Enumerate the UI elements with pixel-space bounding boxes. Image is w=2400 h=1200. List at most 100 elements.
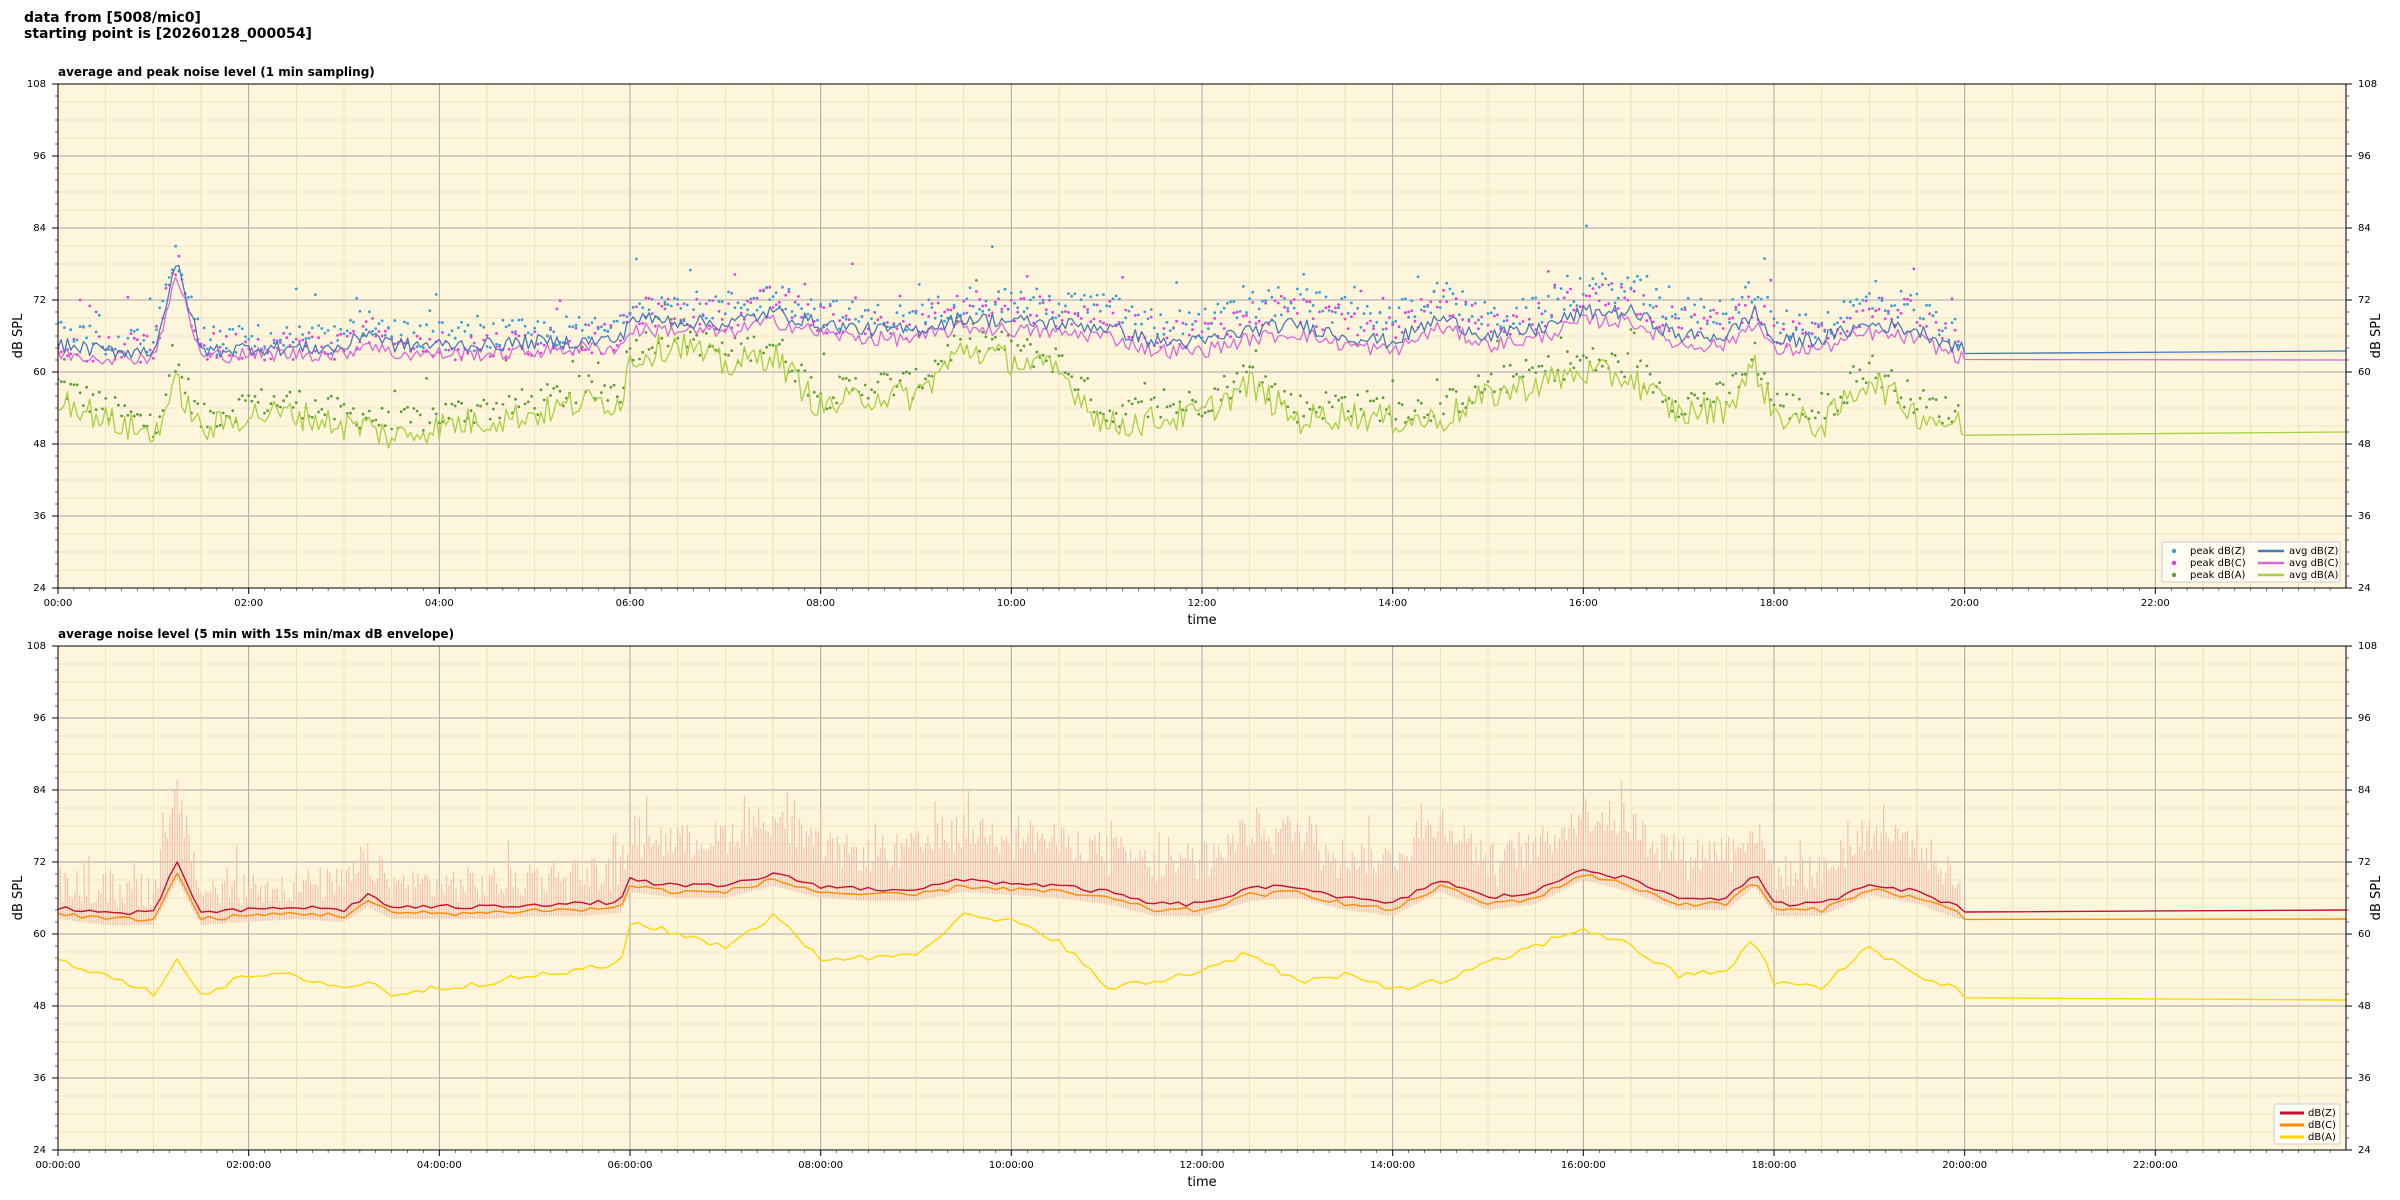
peak-point [320, 327, 324, 330]
peak-point [762, 351, 765, 355]
peak-point [1848, 300, 1852, 304]
peak-point [1915, 408, 1919, 411]
peak-point [1419, 308, 1423, 312]
peak-point [1286, 306, 1290, 310]
peak-point [663, 307, 667, 311]
y-tick-label-right: 72 [2358, 295, 2371, 306]
peak-point [520, 388, 524, 391]
peak-point [755, 296, 759, 300]
peak-point [943, 310, 946, 314]
peak-point [1016, 344, 1020, 347]
peak-point [1086, 377, 1089, 380]
peak-point [1677, 415, 1681, 419]
peak-point [1283, 305, 1286, 309]
peak-point [91, 393, 95, 397]
peak-point [1442, 412, 1445, 416]
peak-point [1772, 324, 1776, 328]
peak-point [1159, 313, 1163, 317]
peak-point [202, 326, 206, 330]
peak-point [1435, 281, 1439, 285]
peak-point [63, 380, 66, 384]
peak-point [1375, 320, 1379, 324]
peak-point [1648, 303, 1652, 307]
y-tick-label: 72 [33, 857, 46, 868]
peak-point [1515, 315, 1518, 318]
peak-point [1944, 326, 1947, 330]
peak-point [1229, 300, 1232, 304]
x-tick-label: 10:00 [997, 598, 1026, 609]
peak-point [269, 332, 273, 335]
dbz-line [58, 861, 2346, 916]
peak-point [622, 313, 625, 317]
peak-point [1305, 300, 1309, 303]
peak-point [1744, 372, 1747, 376]
peak-point [123, 342, 127, 346]
peak-point [174, 273, 178, 277]
peak-point [546, 383, 549, 386]
peak-point [1645, 364, 1649, 368]
peak-point [482, 325, 486, 329]
peak-point [1035, 314, 1039, 317]
peak-point [387, 410, 390, 414]
peak-point [1149, 308, 1153, 311]
peak-point [1308, 309, 1312, 313]
peak-point [1273, 299, 1277, 302]
legend-label: avg dB(Z) [2289, 546, 2339, 557]
peak-point [952, 306, 956, 309]
peak-point [469, 409, 473, 413]
peak-point [1315, 291, 1318, 295]
peak-point [209, 352, 212, 356]
peak-point [1944, 322, 1947, 325]
peak-point [1709, 309, 1712, 312]
peak-point [349, 411, 352, 415]
peak-point [542, 321, 546, 324]
peak-point [574, 401, 578, 405]
peak-point [787, 287, 791, 291]
peak-point [1626, 352, 1630, 355]
peak-point [1747, 281, 1750, 284]
peak-point [1826, 336, 1830, 340]
peak-point [1591, 347, 1595, 350]
peak-point [364, 328, 368, 331]
peak-point [339, 404, 343, 408]
peak-point [698, 322, 702, 326]
y-tick-label: 84 [33, 785, 46, 796]
peak-point [97, 313, 101, 317]
peak-point [720, 300, 724, 304]
peak-point [1369, 319, 1372, 323]
peak-point [1152, 326, 1156, 330]
dba-line [58, 912, 2346, 1001]
peak-point [1871, 354, 1874, 358]
peak-point [158, 306, 162, 310]
peak-point [1772, 317, 1776, 321]
peak-point [218, 423, 222, 427]
peak-point [240, 327, 244, 330]
peak-point [1658, 296, 1661, 299]
peak-point [526, 331, 530, 335]
peak-point [619, 339, 622, 343]
peak-point [460, 401, 463, 405]
peak-point [549, 394, 552, 397]
peak-point [555, 385, 559, 388]
peak-point [565, 342, 568, 345]
peak-point [768, 298, 772, 302]
peak-point [212, 332, 216, 335]
peak-point [1753, 341, 1757, 345]
peak-point [1547, 355, 1550, 358]
peak-point [1273, 314, 1277, 317]
peak-point [269, 357, 273, 361]
peak-point [816, 329, 819, 332]
peak-point [333, 325, 336, 328]
peak-point [1289, 301, 1293, 305]
peak-point [1029, 298, 1032, 302]
peak-point [1079, 298, 1083, 302]
peak-point [1124, 308, 1128, 312]
peak-point [1321, 309, 1325, 313]
peak-point [838, 375, 842, 379]
peak-point [1359, 407, 1363, 411]
peak-point [1925, 325, 1928, 328]
peak-point [1877, 307, 1881, 311]
peak-point [743, 318, 746, 321]
peak-point [984, 304, 988, 307]
peak-point [806, 303, 810, 306]
